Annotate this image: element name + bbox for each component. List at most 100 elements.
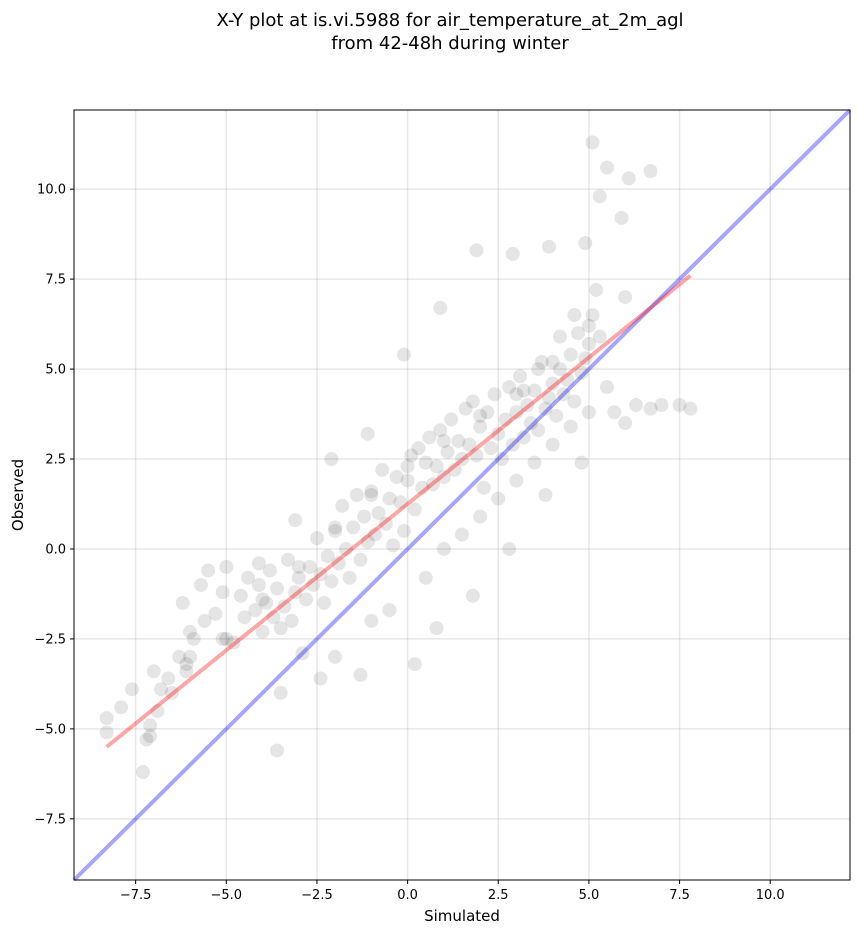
data-point	[618, 290, 633, 305]
data-point	[418, 570, 433, 585]
data-point	[683, 401, 698, 416]
y-axis-label: Observed	[9, 459, 27, 531]
data-point	[291, 559, 306, 574]
data-point	[179, 657, 194, 672]
data-point	[237, 610, 252, 625]
data-point	[291, 570, 306, 585]
data-point	[215, 585, 230, 600]
data-point	[367, 527, 382, 542]
data-point	[186, 631, 201, 646]
data-point	[531, 423, 546, 438]
data-point	[542, 390, 557, 405]
data-point	[313, 567, 328, 582]
data-point	[643, 401, 658, 416]
data-point	[629, 398, 644, 413]
data-point	[161, 671, 176, 686]
data-point	[219, 631, 234, 646]
data-point	[99, 711, 114, 726]
data-point	[172, 649, 187, 664]
data-point	[411, 441, 426, 456]
data-point	[465, 394, 480, 409]
data-point	[578, 236, 593, 251]
data-point	[208, 606, 223, 621]
data-point	[400, 459, 415, 474]
data-point	[135, 765, 150, 780]
x-axis-label: Simulated	[424, 907, 500, 925]
y-tick-label: 7.5	[45, 273, 66, 288]
data-point	[215, 631, 230, 646]
data-point	[509, 387, 524, 402]
data-point	[299, 592, 314, 607]
data-point	[255, 592, 270, 607]
data-point	[585, 308, 600, 323]
data-point	[143, 718, 158, 733]
data-point	[179, 664, 194, 679]
data-point	[284, 613, 299, 628]
data-point	[357, 509, 372, 524]
chart-subtitle: from 42-48h during winter	[331, 33, 569, 54]
data-point	[353, 667, 368, 682]
data-point	[592, 329, 607, 344]
data-point	[349, 488, 364, 502]
data-point	[219, 559, 234, 574]
data-point	[277, 599, 292, 614]
data-point	[375, 462, 390, 477]
x-tick-label: −2.5	[301, 888, 333, 903]
data-point	[382, 603, 397, 618]
identity-line	[72, 108, 852, 882]
data-point	[262, 563, 277, 578]
x-tick-label: 0.0	[397, 888, 418, 903]
data-point	[581, 336, 596, 351]
data-point	[545, 376, 560, 391]
data-point	[505, 246, 520, 261]
data-point	[259, 595, 274, 610]
data-point	[114, 700, 129, 715]
data-point	[280, 552, 295, 567]
data-point	[425, 477, 440, 492]
data-point	[396, 347, 411, 362]
data-point	[407, 502, 422, 517]
y-tick-label: −7.5	[34, 812, 66, 827]
data-point	[201, 563, 216, 578]
fit-line	[105, 273, 692, 749]
y-tick-label: 5.0	[45, 363, 66, 378]
x-tick-label: 7.5	[669, 888, 690, 903]
data-point	[513, 369, 528, 384]
data-point	[563, 419, 578, 434]
data-point	[251, 556, 266, 571]
data-point	[436, 434, 451, 449]
data-points	[99, 135, 698, 780]
data-point	[183, 649, 198, 664]
data-point	[516, 430, 531, 445]
data-point	[502, 380, 517, 395]
x-tick-label: −7.5	[120, 888, 152, 903]
data-point	[465, 588, 480, 603]
data-point	[429, 459, 444, 474]
data-point	[527, 455, 542, 470]
data-point	[560, 372, 575, 387]
data-point	[455, 452, 469, 467]
data-point	[523, 416, 538, 431]
data-point	[545, 354, 560, 369]
data-point	[288, 585, 303, 600]
data-point	[266, 610, 281, 625]
data-point	[360, 534, 375, 549]
data-point	[154, 682, 169, 697]
data-point	[458, 401, 473, 416]
data-point	[600, 380, 615, 395]
data-point	[538, 401, 553, 416]
data-point	[545, 437, 560, 452]
data-point	[342, 570, 357, 585]
data-point	[440, 444, 455, 459]
data-point	[538, 488, 553, 502]
data-point	[498, 412, 513, 427]
data-point	[407, 657, 422, 672]
data-point	[494, 452, 509, 467]
chart-title: X-Y plot at is.vi.5988 for air_temperatu…	[216, 10, 683, 31]
data-point	[338, 541, 353, 556]
data-point	[567, 394, 582, 409]
data-point	[516, 383, 531, 398]
data-point	[382, 491, 397, 506]
data-point	[505, 437, 520, 452]
data-point	[193, 577, 208, 592]
